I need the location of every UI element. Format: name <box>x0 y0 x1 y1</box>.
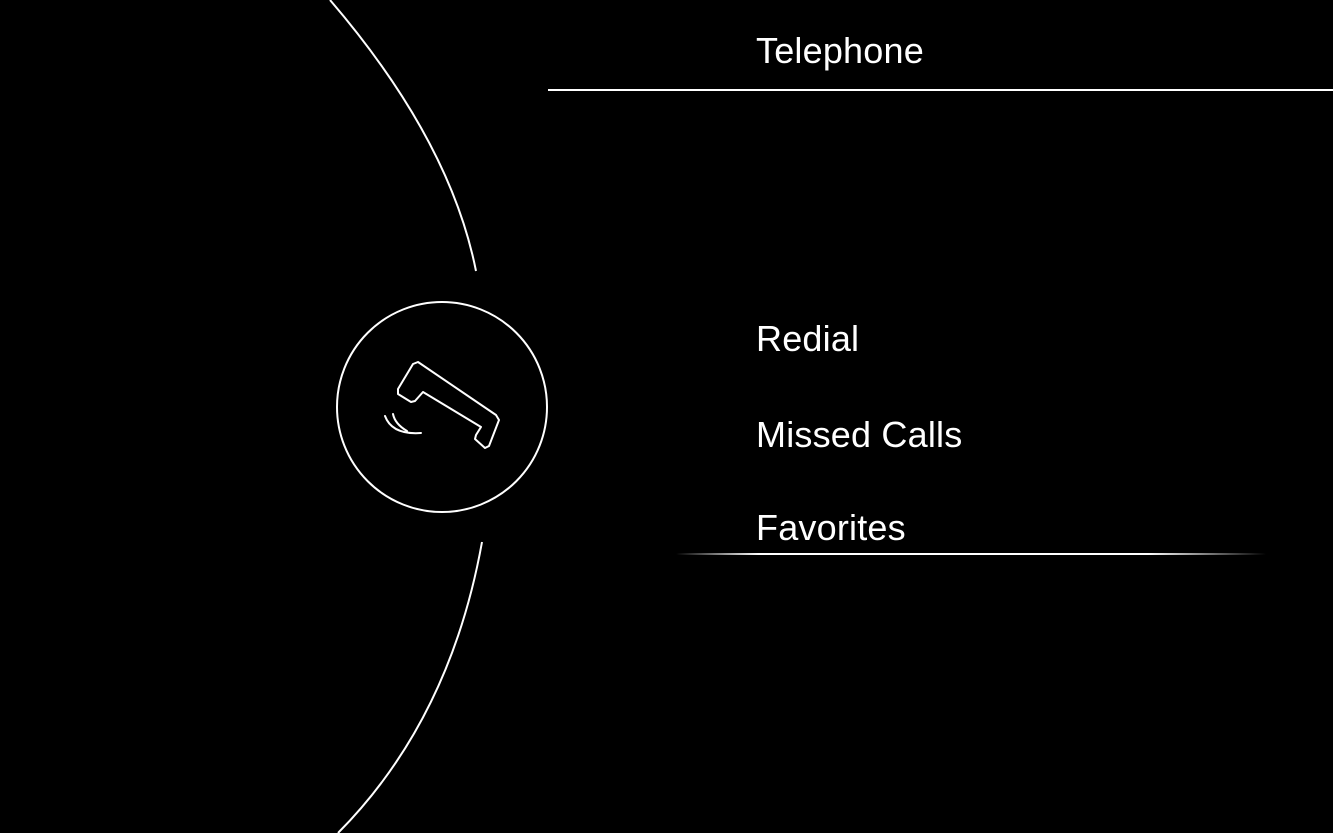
dial-arc-lower <box>337 541 483 833</box>
selection-underline <box>676 553 1266 555</box>
dial-arc-upper <box>329 0 477 272</box>
menu-item-redial[interactable]: Redial <box>756 318 860 359</box>
phone-handset-icon <box>384 361 500 449</box>
phone-button-ring <box>336 301 548 513</box>
phone-button[interactable] <box>335 300 549 514</box>
menu-item-favorites[interactable]: Favorites <box>756 507 906 548</box>
menu-item-missed-calls[interactable]: Missed Calls <box>756 414 963 455</box>
header-divider <box>548 89 1333 91</box>
page-title: Telephone <box>756 30 924 71</box>
